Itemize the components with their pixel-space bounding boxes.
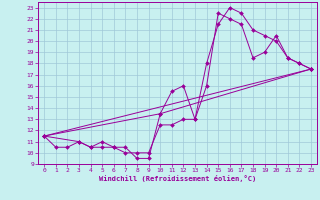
X-axis label: Windchill (Refroidissement éolien,°C): Windchill (Refroidissement éolien,°C) — [99, 175, 256, 182]
